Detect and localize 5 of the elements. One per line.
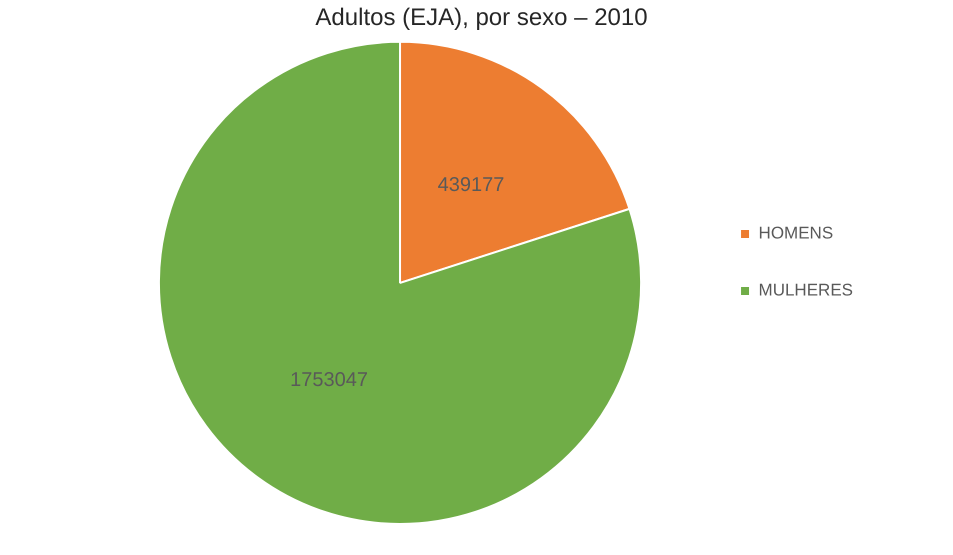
legend-label: HOMENS	[758, 224, 834, 243]
chart-title: Adultos (EJA), por sexo – 2010	[315, 4, 648, 32]
data-label: 439177	[438, 174, 504, 196]
legend-label: MULHERES	[758, 280, 854, 300]
data-label: 1753047	[290, 368, 368, 391]
